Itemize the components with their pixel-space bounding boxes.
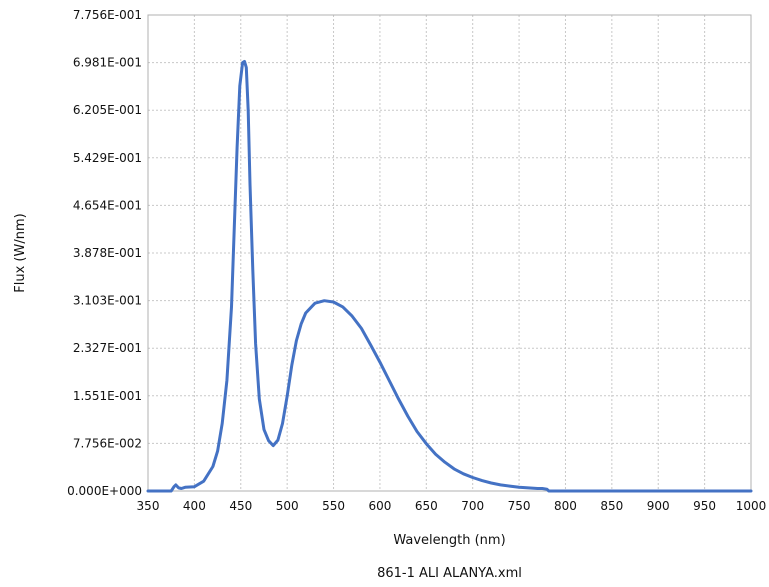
x-axis-ticks: 350 400 450 500 550 600 650 700 750 800 850 900 950 1… [137, 499, 767, 513]
x-tick-label: 600 [368, 499, 391, 513]
y-tick-label: 6.205E-001 [73, 103, 142, 117]
y-tick-label: 3.878E-001 [73, 246, 142, 260]
x-tick-label: 850 [600, 499, 623, 513]
file-name-caption: 861-1 ALI ALANYA.xml [377, 566, 522, 581]
x-tick-label: 950 [693, 499, 716, 513]
y-tick-label: 1.551E-001 [73, 389, 142, 403]
x-tick-label: 550 [322, 499, 345, 513]
y-tick-label: 5.429E-001 [73, 151, 142, 165]
x-tick-label: 750 [508, 499, 531, 513]
x-tick-label: 700 [461, 499, 484, 513]
x-tick-label: 350 [137, 499, 160, 513]
y-tick-label: 0.000E+000 [67, 484, 142, 498]
y-axis-ticks: 0.000E+000 7.756E-002 1.551E-001 2.327E-001… [67, 8, 142, 498]
x-tick-label: 1000 [736, 499, 767, 513]
gridlines [148, 15, 751, 491]
x-tick-label: 450 [229, 499, 252, 513]
y-tick-label: 3.103E-001 [73, 294, 142, 308]
y-tick-label: 7.756E-002 [73, 436, 142, 450]
x-tick-label: 400 [183, 499, 206, 513]
x-tick-label: 800 [554, 499, 577, 513]
x-tick-label: 500 [276, 499, 299, 513]
x-axis-title: Wavelength (nm) [393, 533, 505, 548]
x-tick-label: 650 [415, 499, 438, 513]
y-tick-label: 6.981E-001 [73, 56, 142, 70]
y-axis-title: Flux (W/nm) [13, 213, 28, 292]
plot-area [147, 14, 752, 492]
y-tick-label: 2.327E-001 [73, 341, 142, 355]
y-tick-label: 7.756E-001 [73, 8, 142, 22]
x-tick-label: 900 [647, 499, 670, 513]
y-tick-label: 4.654E-001 [73, 198, 142, 212]
flux-series-line [146, 59, 753, 493]
